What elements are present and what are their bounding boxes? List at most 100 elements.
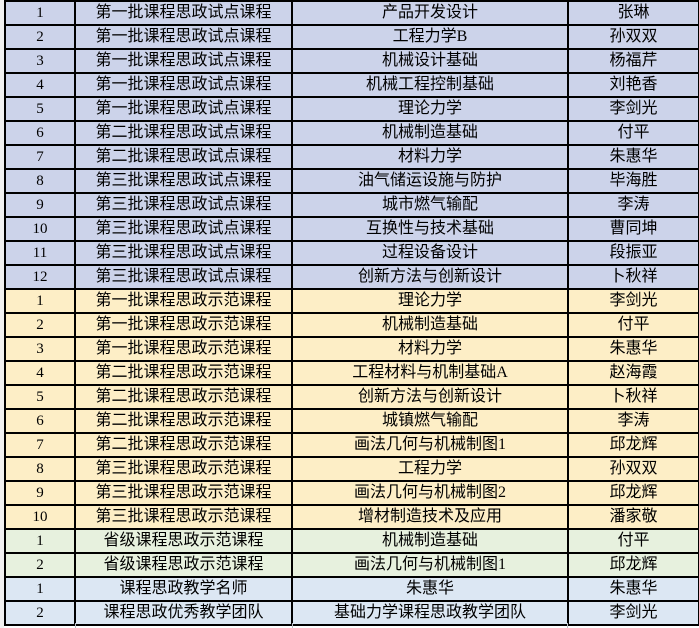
cell-row-number[interactable]: 9	[4, 192, 76, 218]
cell-category[interactable]: 第三批课程思政示范课程	[74, 456, 293, 482]
cell-teacher[interactable]: 张琳	[567, 0, 699, 26]
cell-course-name[interactable]: 机械制造基础	[291, 120, 569, 146]
cell-teacher[interactable]: 李剑光	[567, 96, 699, 122]
cell-row-number[interactable]: 1	[4, 0, 76, 26]
cell-category[interactable]: 第三批课程思政示范课程	[74, 480, 293, 506]
cell-category[interactable]: 第一批课程思政试点课程	[74, 24, 293, 50]
cell-teacher[interactable]: 邱龙辉	[567, 552, 699, 578]
cell-row-number[interactable]: 8	[4, 168, 76, 194]
cell-category[interactable]: 课程思政优秀教学团队	[74, 600, 293, 626]
cell-row-number[interactable]: 5	[4, 96, 76, 122]
cell-row-number[interactable]: 3	[4, 336, 76, 362]
cell-category[interactable]: 第三批课程思政示范课程	[74, 504, 293, 530]
cell-category[interactable]: 第一批课程思政示范课程	[74, 336, 293, 362]
cell-teacher[interactable]: 段振亚	[567, 240, 699, 266]
cell-teacher[interactable]: 朱惠华	[567, 144, 699, 170]
cell-course-name[interactable]: 机械工程控制基础	[291, 72, 569, 98]
cell-row-number[interactable]: 12	[4, 264, 76, 290]
cell-teacher[interactable]: 邱龙辉	[567, 480, 699, 506]
cell-category[interactable]: 省级课程思政示范课程	[74, 528, 293, 554]
cell-category[interactable]: 第三批课程思政试点课程	[74, 216, 293, 242]
cell-category[interactable]: 第一批课程思政示范课程	[74, 312, 293, 338]
cell-course-name[interactable]: 理论力学	[291, 96, 569, 122]
cell-teacher[interactable]: 潘家敬	[567, 504, 699, 530]
cell-course-name[interactable]: 画法几何与机械制图1	[291, 552, 569, 578]
cell-category[interactable]: 第二批课程思政示范课程	[74, 408, 293, 434]
cell-teacher[interactable]: 李剑光	[567, 600, 699, 626]
cell-category[interactable]: 第二批课程思政试点课程	[74, 144, 293, 170]
cell-row-number[interactable]: 6	[4, 120, 76, 146]
cell-row-number[interactable]: 4	[4, 72, 76, 98]
cell-course-name[interactable]: 机械制造基础	[291, 312, 569, 338]
cell-category[interactable]: 课程思政教学名师	[74, 576, 293, 602]
cell-row-number[interactable]: 8	[4, 456, 76, 482]
cell-course-name[interactable]: 工程力学B	[291, 24, 569, 50]
cell-teacher[interactable]: 孙双双	[567, 456, 699, 482]
cell-row-number[interactable]: 6	[4, 408, 76, 434]
cell-row-number[interactable]: 11	[4, 240, 76, 266]
cell-teacher[interactable]: 李剑光	[567, 288, 699, 314]
cell-category[interactable]: 第二批课程思政试点课程	[74, 120, 293, 146]
cell-course-name[interactable]: 互换性与技术基础	[291, 216, 569, 242]
cell-category[interactable]: 第一批课程思政示范课程	[74, 288, 293, 314]
cell-teacher[interactable]: 孙双双	[567, 24, 699, 50]
cell-course-name[interactable]: 朱惠华	[291, 576, 569, 602]
cell-teacher[interactable]: 李涛	[567, 192, 699, 218]
cell-teacher[interactable]: 毕海胜	[567, 168, 699, 194]
cell-row-number[interactable]: 10	[4, 216, 76, 242]
cell-row-number[interactable]: 7	[4, 432, 76, 458]
cell-course-name[interactable]: 产品开发设计	[291, 0, 569, 26]
cell-row-number[interactable]: 3	[4, 48, 76, 74]
cell-row-number[interactable]: 2	[4, 552, 76, 578]
cell-teacher[interactable]: 朱惠华	[567, 576, 699, 602]
cell-teacher[interactable]: 朱惠华	[567, 336, 699, 362]
cell-course-name[interactable]: 画法几何与机械制图2	[291, 480, 569, 506]
cell-category[interactable]: 省级课程思政示范课程	[74, 552, 293, 578]
cell-row-number[interactable]: 9	[4, 480, 76, 506]
cell-row-number[interactable]: 7	[4, 144, 76, 170]
cell-category[interactable]: 第二批课程思政示范课程	[74, 384, 293, 410]
cell-teacher[interactable]: 杨福芹	[567, 48, 699, 74]
cell-course-name[interactable]: 画法几何与机械制图1	[291, 432, 569, 458]
cell-course-name[interactable]: 工程力学	[291, 456, 569, 482]
cell-category[interactable]: 第三批课程思政试点课程	[74, 168, 293, 194]
cell-course-name[interactable]: 材料力学	[291, 144, 569, 170]
cell-category[interactable]: 第二批课程思政示范课程	[74, 432, 293, 458]
cell-row-number[interactable]: 5	[4, 384, 76, 410]
cell-course-name[interactable]: 机械设计基础	[291, 48, 569, 74]
cell-course-name[interactable]: 基础力学课程思政教学团队	[291, 600, 569, 626]
cell-category[interactable]: 第一批课程思政试点课程	[74, 72, 293, 98]
cell-course-name[interactable]: 油气储运设施与防护	[291, 168, 569, 194]
cell-course-name[interactable]: 创新方法与创新设计	[291, 264, 569, 290]
cell-row-number[interactable]: 4	[4, 360, 76, 386]
cell-category[interactable]: 第二批课程思政示范课程	[74, 360, 293, 386]
cell-row-number[interactable]: 1	[4, 288, 76, 314]
cell-category[interactable]: 第三批课程思政试点课程	[74, 192, 293, 218]
cell-course-name[interactable]: 过程设备设计	[291, 240, 569, 266]
cell-category[interactable]: 第三批课程思政试点课程	[74, 240, 293, 266]
cell-course-name[interactable]: 工程材料与机制基础A	[291, 360, 569, 386]
cell-teacher[interactable]: 刘艳香	[567, 72, 699, 98]
cell-teacher[interactable]: 赵海霞	[567, 360, 699, 386]
cell-row-number[interactable]: 10	[4, 504, 76, 530]
cell-row-number[interactable]: 2	[4, 24, 76, 50]
cell-course-name[interactable]: 增材制造技术及应用	[291, 504, 569, 530]
cell-course-name[interactable]: 理论力学	[291, 288, 569, 314]
cell-course-name[interactable]: 城市燃气输配	[291, 192, 569, 218]
cell-course-name[interactable]: 城镇燃气输配	[291, 408, 569, 434]
cell-course-name[interactable]: 创新方法与创新设计	[291, 384, 569, 410]
cell-teacher[interactable]: 卜秋祥	[567, 384, 699, 410]
cell-teacher[interactable]: 付平	[567, 312, 699, 338]
cell-category[interactable]: 第三批课程思政试点课程	[74, 264, 293, 290]
cell-teacher[interactable]: 卜秋祥	[567, 264, 699, 290]
cell-category[interactable]: 第一批课程思政试点课程	[74, 96, 293, 122]
cell-row-number[interactable]: 2	[4, 312, 76, 338]
cell-course-name[interactable]: 机械制造基础	[291, 528, 569, 554]
cell-teacher[interactable]: 曹同坤	[567, 216, 699, 242]
cell-course-name[interactable]: 材料力学	[291, 336, 569, 362]
cell-category[interactable]: 第一批课程思政试点课程	[74, 0, 293, 26]
cell-row-number[interactable]: 2	[4, 600, 76, 626]
cell-category[interactable]: 第一批课程思政试点课程	[74, 48, 293, 74]
cell-teacher[interactable]: 付平	[567, 120, 699, 146]
cell-row-number[interactable]: 1	[4, 528, 76, 554]
